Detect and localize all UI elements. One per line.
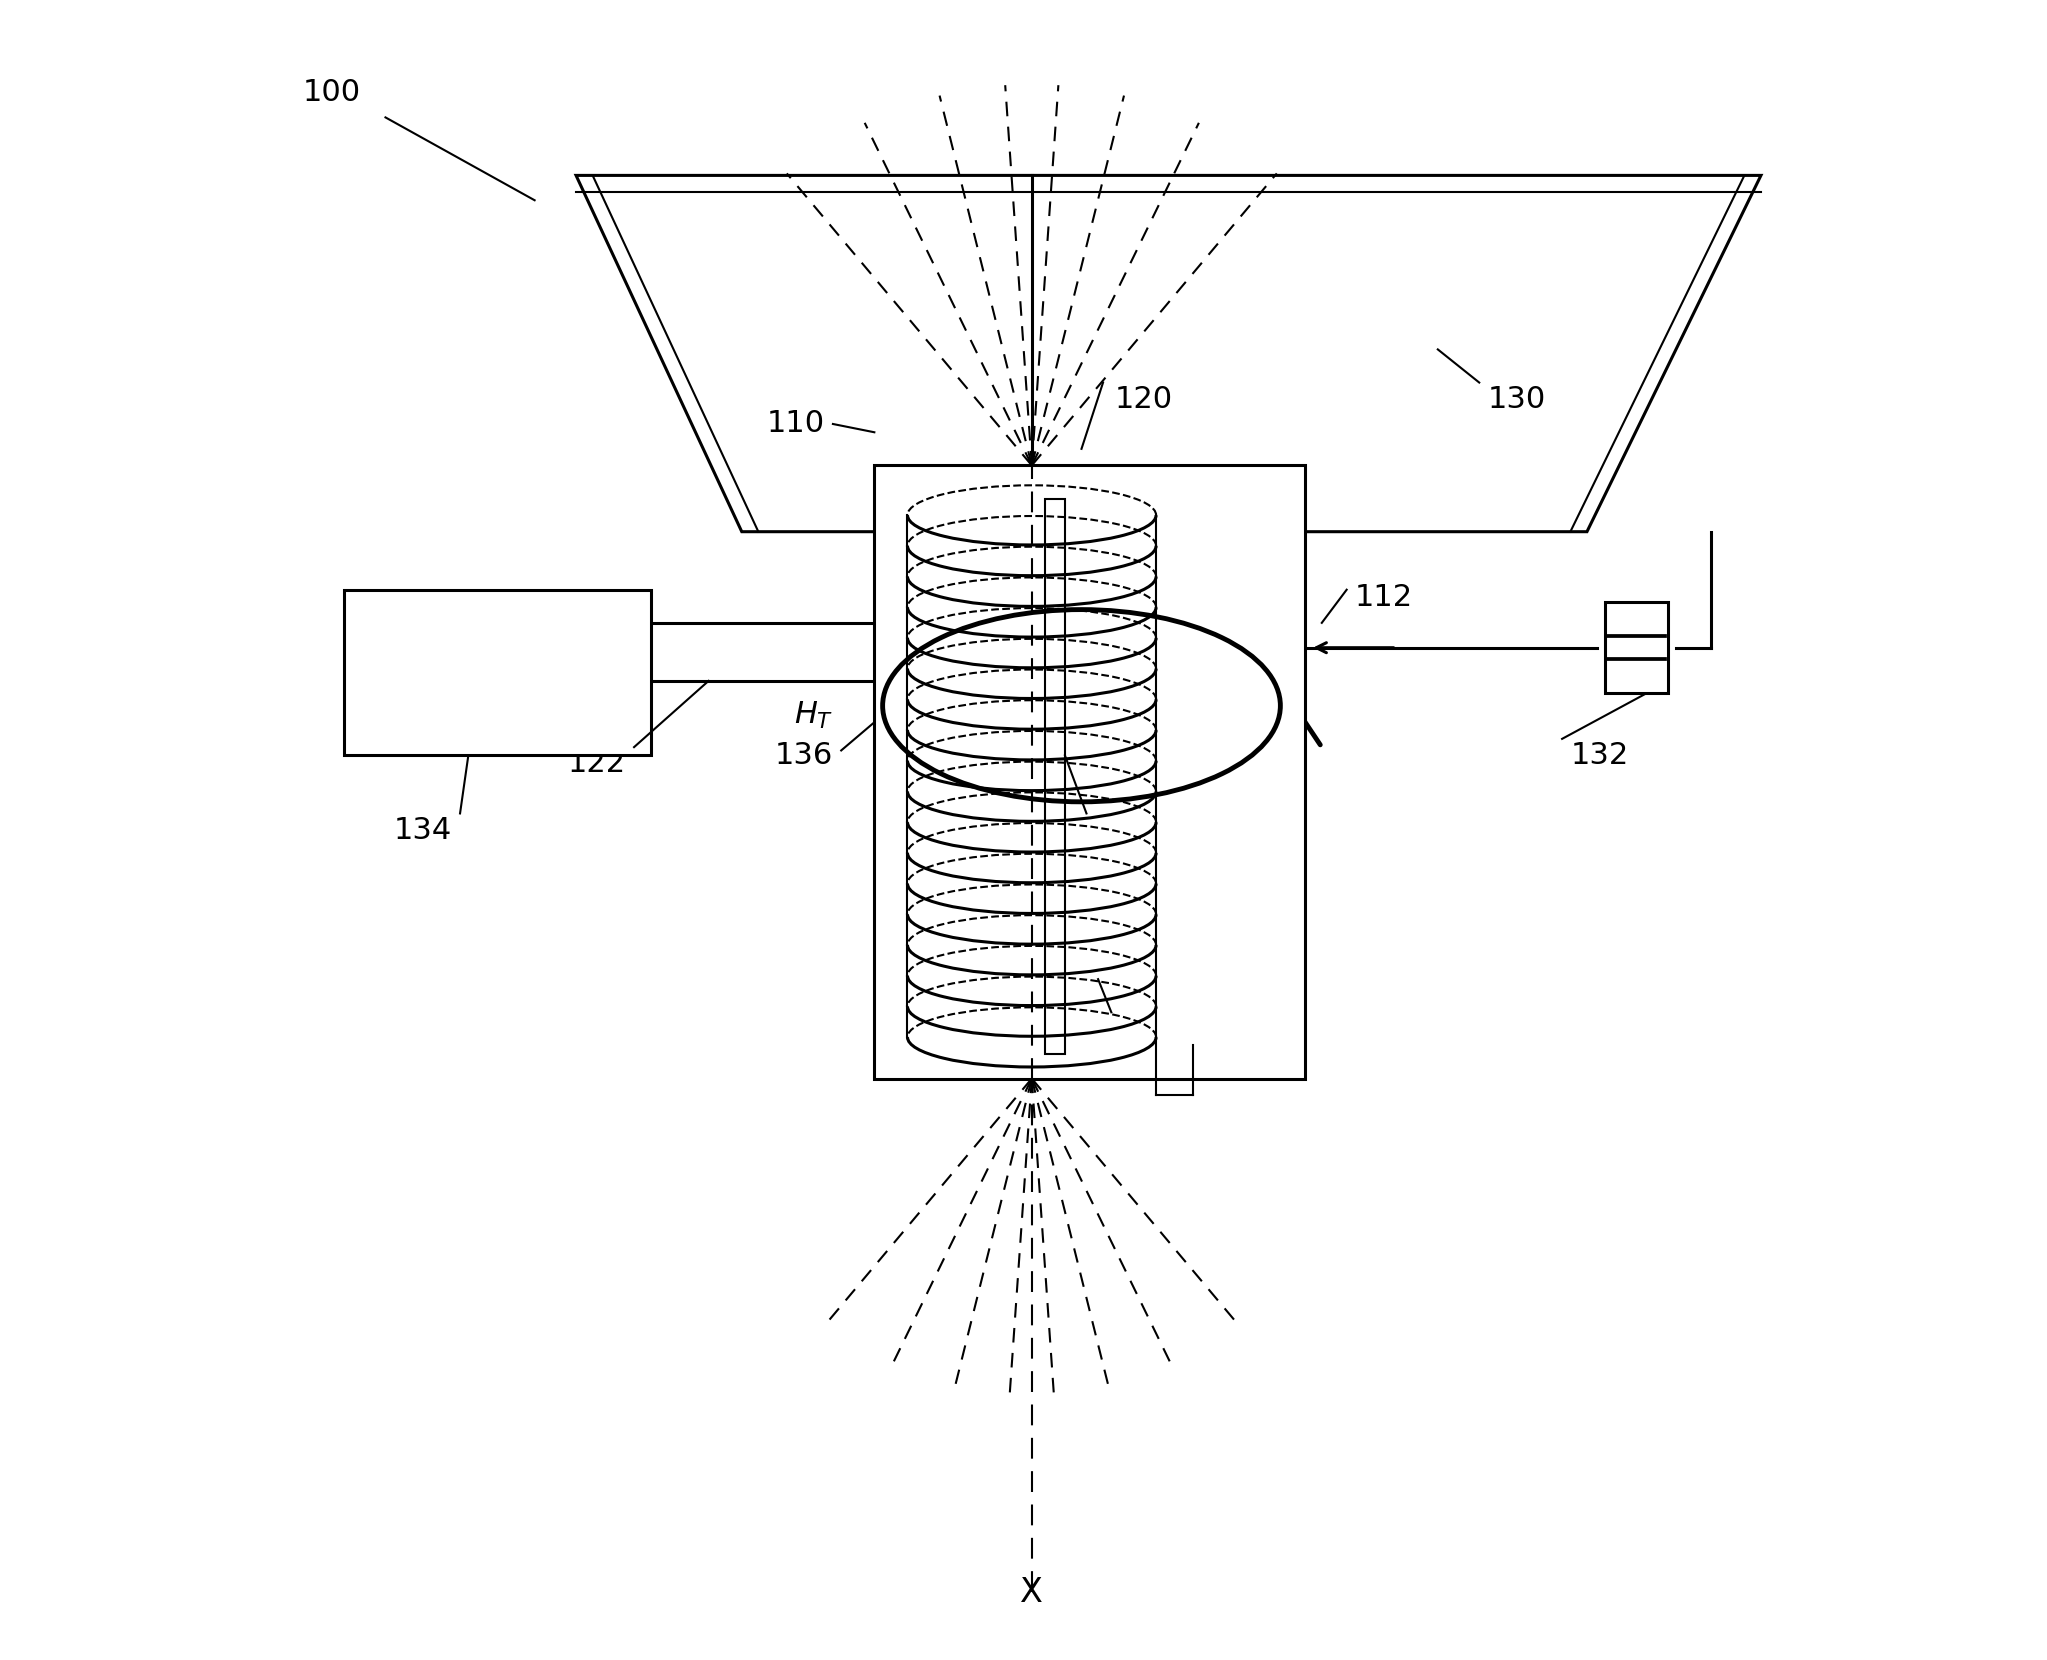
- Text: H: H: [886, 556, 909, 584]
- Text: X: X: [1019, 1575, 1044, 1609]
- Text: 134: 134: [393, 815, 452, 845]
- Bar: [874, 465, 1306, 1079]
- Text: $H_N$: $H_N$: [970, 540, 1011, 569]
- Text: CIRCUIT: CIRCUIT: [454, 692, 540, 712]
- Text: 114: 114: [1116, 1014, 1173, 1044]
- Bar: [344, 589, 651, 755]
- Text: $H_T$: $H_T$: [794, 701, 833, 730]
- Text: 130: 130: [1488, 385, 1545, 413]
- Text: PROCESSING: PROCESSING: [428, 637, 567, 657]
- Bar: [1605, 603, 1668, 694]
- Text: 120: 120: [1116, 385, 1173, 413]
- Bar: [1046, 498, 1064, 1054]
- Text: 122: 122: [567, 749, 626, 779]
- Text: 112: 112: [1355, 583, 1412, 613]
- Text: 100: 100: [303, 78, 360, 106]
- Text: 110: 110: [766, 410, 825, 438]
- Text: 136: 136: [774, 740, 833, 770]
- Text: 116: 116: [1089, 815, 1148, 845]
- Text: 132: 132: [1570, 740, 1629, 770]
